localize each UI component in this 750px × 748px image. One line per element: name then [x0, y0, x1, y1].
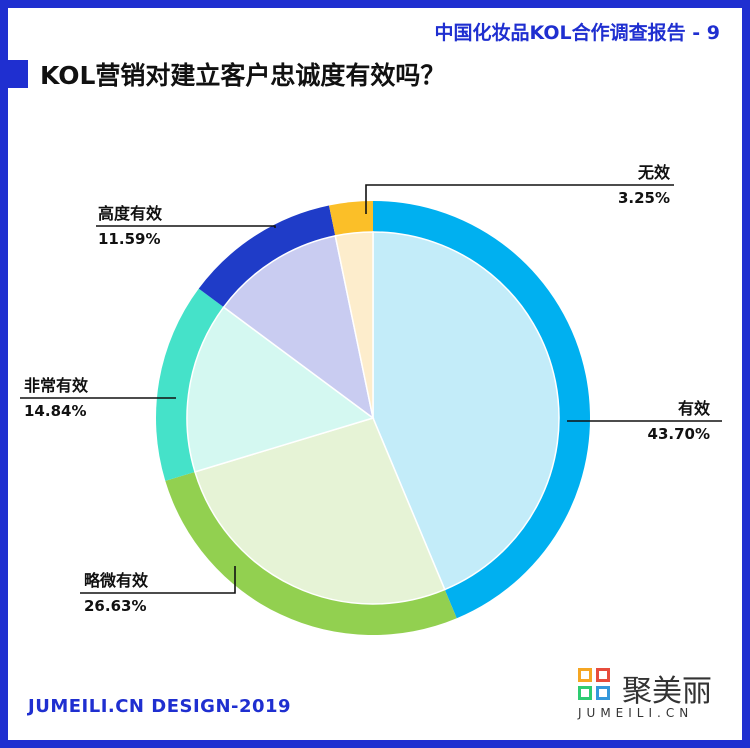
chart-title: KOL营销对建立客户忠诚度有效吗？ — [40, 61, 446, 90]
slice-value-slightly-effective: 26.63% — [84, 597, 146, 615]
pie-slice-effective — [372, 231, 560, 591]
slice-label-highly-effective: 高度有效 — [98, 204, 162, 223]
callout-line-slightly-effective — [80, 566, 236, 594]
slice-value-effective: 43.70% — [648, 425, 710, 443]
pie-slice-ineffective — [334, 231, 374, 419]
brand-logo: 聚美丽 JUMEILI.CN — [578, 664, 728, 724]
callout-line-highly-effective — [96, 225, 276, 228]
slice-value-ineffective: 3.25% — [618, 189, 670, 207]
report-title: 中国化妆品KOL合作调查报告 - 9 — [434, 22, 720, 44]
slice-value-highly-effective: 11.59% — [98, 230, 160, 248]
brand-url: JUMEILI.CN — [578, 706, 694, 720]
brand-mark-icon — [578, 668, 616, 706]
callout-line-ineffective — [365, 184, 674, 214]
title-accent-bar — [8, 60, 28, 88]
slice-value-very-effective: 14.84% — [24, 402, 86, 420]
pie-slice-very-effective — [186, 306, 375, 473]
pie-slice-slightly-effective — [194, 417, 446, 605]
slice-label-slightly-effective: 略微有效 — [84, 571, 148, 590]
slice-label-ineffective: 无效 — [637, 163, 670, 182]
slice-label-effective: 有效 — [678, 399, 710, 418]
footer-credit: JUMEILI.CN DESIGN-2019 — [28, 696, 292, 717]
brand-name: 聚美丽 — [622, 674, 712, 709]
pie-slice-highly-effective — [222, 234, 375, 420]
slice-label-very-effective: 非常有效 — [24, 376, 88, 395]
